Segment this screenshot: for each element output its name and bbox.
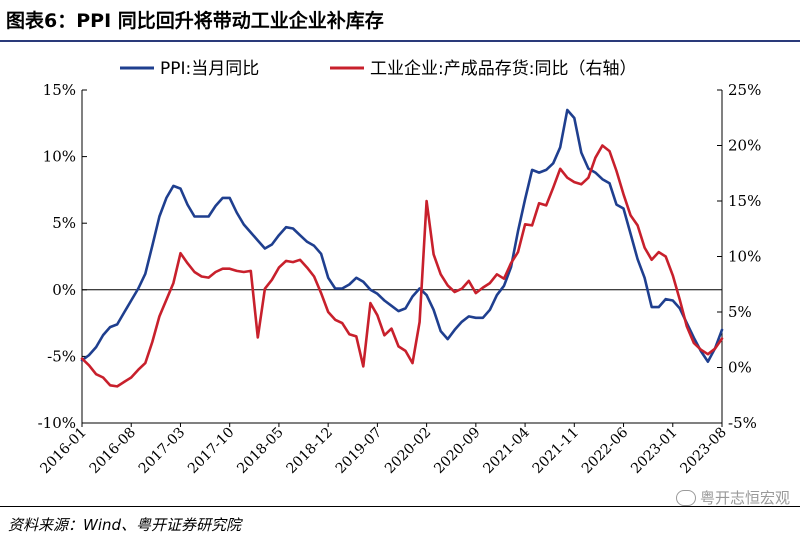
right-y-tick-label: 0% [728,359,752,377]
x-tick-label: 2021-11 [530,425,582,477]
x-tick-label: 2022-06 [579,424,632,477]
legend-label-ppi: PPI:当月同比 [160,59,259,79]
left-y-tick-label: 10% [43,148,76,166]
legend-label-inventory: 工业企业:产成品存货:同比（右轴） [370,59,636,79]
watermark: 粤开志恒宏观 [675,487,790,508]
x-tick-label: 2016-01 [37,425,89,477]
right-y-tick-label: 5% [728,303,752,321]
chart-title: 图表6：PPI 同比回升将带动工业企业补库存 [6,10,384,32]
right-y-tick-label: 20% [728,137,761,155]
watermark-text: 粤开志恒宏观 [699,489,790,507]
wechat-icon [675,489,696,506]
left-y-tick-label: 15% [43,81,76,99]
x-tick-label: 2016-08 [87,425,139,477]
x-tick-label: 2017-03 [136,425,188,477]
x-tick-label: 2020-02 [382,425,434,477]
right-y-tick-label: 25% [728,81,761,99]
x-tick-label: 2018-12 [284,425,336,477]
x-tick-label: 2021-04 [480,424,533,477]
footer-rule [0,506,800,507]
x-tick-label: 2019-07 [333,425,385,477]
right-y-tick-label: -5% [728,414,757,432]
left-y-tick-label: -5% [47,347,76,365]
left-y-tick-label: 5% [52,214,76,232]
x-tick-label: 2023-01 [628,425,680,477]
left-y-tick-label: 0% [52,281,76,299]
left-y-tick-label: -10% [38,414,76,432]
x-tick-label: 2020-09 [431,425,483,477]
right-y-tick-label: 15% [728,192,761,210]
series-line-inventory [80,144,724,388]
chart-canvas: -10% -5% 0% 5% 10% 15% -5% 0% 5% 10% 15% 20% 25% 2016… [37,59,761,477]
series-line-ppi [80,108,724,364]
x-tick-label: 2023-08 [677,425,729,477]
title-underline [0,40,800,42]
source-note: 资料来源：Wind、粤开证券研究院 [8,516,242,534]
x-tick-label: 2017-10 [185,425,237,477]
right-y-tick-label: 10% [728,248,761,266]
x-tick-label: 2018-05 [234,425,286,477]
